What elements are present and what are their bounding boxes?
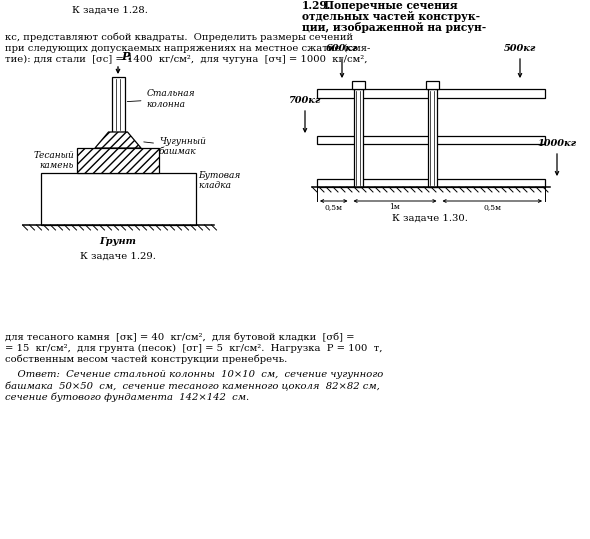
Polygon shape xyxy=(95,132,141,148)
Bar xyxy=(428,89,437,187)
Bar xyxy=(352,81,365,89)
Bar xyxy=(317,89,545,98)
Bar xyxy=(317,136,545,144)
Text: 700кг: 700кг xyxy=(289,96,321,105)
Text: К задаче 1.30.: К задаче 1.30. xyxy=(392,214,468,223)
Text: Чугунный
башмак: Чугунный башмак xyxy=(144,137,206,156)
Bar xyxy=(112,77,124,132)
Text: башмака  50×50  см,  сечение тесаного каменного цоколя  82×82 см,: башмака 50×50 см, сечение тесаного камен… xyxy=(5,382,380,391)
Text: 500кг: 500кг xyxy=(504,44,536,53)
Bar xyxy=(41,173,195,225)
Text: кс, представляют собой квадраты.  Определить размеры сечений: кс, представляют собой квадраты. Определ… xyxy=(5,33,353,43)
Text: ции, изображенной на рисун-: ции, изображенной на рисун- xyxy=(302,22,486,33)
Text: Поперечные сечения: Поперечные сечения xyxy=(324,0,458,11)
Text: Грунт: Грунт xyxy=(100,237,136,246)
Bar xyxy=(77,148,159,173)
Text: = 15  кг/см²,  для грунта (песок)  [σг] = 5  кг/см².  Нагрузка  P = 100  т,: = 15 кг/см², для грунта (песок) [σг] = 5… xyxy=(5,343,382,353)
Text: 1000кг: 1000кг xyxy=(537,139,576,148)
Text: Стальная
колонна: Стальная колонна xyxy=(127,89,195,109)
Text: Тесаный
камень: Тесаный камень xyxy=(33,151,74,170)
Bar xyxy=(425,81,438,89)
Text: К задаче 1.28.: К задаче 1.28. xyxy=(72,6,148,15)
Text: сечение бутового фундамента  142×142  см.: сечение бутового фундамента 142×142 см. xyxy=(5,393,249,403)
Text: собственным весом частей конструкции пренебречь.: собственным весом частей конструкции пре… xyxy=(5,355,287,364)
Text: P.: P. xyxy=(121,51,132,62)
Text: 0,5м: 0,5м xyxy=(483,203,502,211)
Bar xyxy=(353,89,362,187)
Text: 600кг: 600кг xyxy=(326,44,358,53)
Text: 1м: 1м xyxy=(389,203,401,211)
Bar xyxy=(317,179,545,187)
Text: отдельных частей конструк-: отдельных частей конструк- xyxy=(302,11,480,22)
Text: тие): для стали  [σс] = 1400  кг/см²,  для чугуна  [σч] = 1000  кг/см²,: тие): для стали [σс] = 1400 кг/см², для … xyxy=(5,55,368,64)
Text: для тесаного камня  [σк] = 40  кг/см²,  для бутовой кладки  [σб] =: для тесаного камня [σк] = 40 кг/см², для… xyxy=(5,332,355,342)
Text: 1.29.: 1.29. xyxy=(302,0,332,11)
Text: Бутовая
кладка: Бутовая кладка xyxy=(198,171,241,190)
Text: при следующих допускаемых напряжениях на местное сжатие (смя-: при следующих допускаемых напряжениях на… xyxy=(5,44,371,53)
Text: 0,5м: 0,5м xyxy=(324,203,343,211)
Text: К задаче 1.29.: К задаче 1.29. xyxy=(80,252,156,261)
Text: Ответ:  Сечение стальной колонны  10×10  см,  сечение чугунного: Ответ: Сечение стальной колонны 10×10 см… xyxy=(5,370,384,379)
